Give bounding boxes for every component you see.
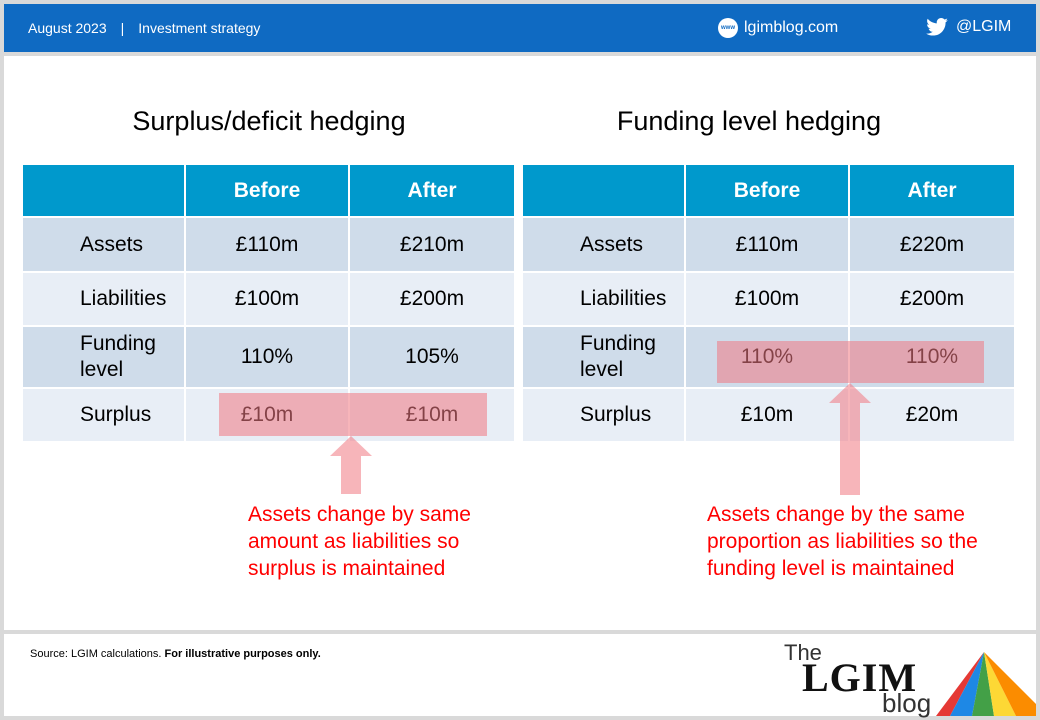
twitter-icon (926, 18, 948, 36)
after-value: £200m (350, 273, 514, 327)
surplus-highlight (219, 393, 487, 436)
funding-level-highlight (717, 341, 984, 383)
right-explanation-note: Assets change by the same proportion as … (707, 503, 978, 580)
logo-blog: blog (882, 688, 932, 718)
after-value: £200m (850, 273, 1014, 327)
after-value: £210m (350, 218, 514, 273)
table-header-cell: After (850, 165, 1014, 218)
table-header-cell: Before (186, 165, 350, 218)
row-label: Surplus (23, 389, 186, 443)
globe-icon: www (718, 18, 738, 38)
header-date: August 2023 (28, 20, 107, 36)
table-row: Assets £110m £220m (523, 218, 1014, 273)
row-label: Liabilities (523, 273, 686, 327)
table-row: Funding level 110% 105% (23, 327, 514, 389)
after-value: £220m (850, 218, 1014, 273)
table-row: Assets £110m £210m (23, 218, 514, 273)
left-up-arrow (330, 436, 372, 494)
table-header-row: Before After (523, 165, 1014, 218)
before-value: £100m (686, 273, 850, 327)
left-section-title: Surplus/deficit hedging (132, 106, 406, 136)
table-header-cell (23, 165, 186, 218)
lgim-blog-logo: The LGIM blog (784, 640, 944, 718)
before-value: £110m (186, 218, 350, 273)
umbrella-logo-icon (936, 652, 1036, 716)
row-label: Assets (23, 218, 186, 273)
table-row: Liabilities £100m £200m (523, 273, 1014, 327)
disclaimer-text: For illustrative purposes only. (164, 648, 321, 660)
row-label: Assets (523, 218, 686, 273)
table-header-cell: After (350, 165, 514, 218)
table-header-cell: Before (686, 165, 850, 218)
right-section-title: Funding level hedging (616, 106, 882, 136)
header-category: Investment strategy (138, 20, 261, 36)
funding-level-hedging-table: Before After Assets £110m £220m Liabilit… (523, 165, 1014, 443)
left-explanation-note: Assets change by same amount as liabilit… (248, 503, 471, 580)
slide-content: Surplus/deficit hedging Funding level he… (4, 56, 1036, 630)
footer: Source: LGIM calculations. For illustrat… (4, 634, 1036, 718)
header-bar: August 2023 | Investment strategy www lg… (4, 4, 1036, 52)
blog-url[interactable]: lgimblog.com (744, 19, 839, 36)
before-value: 110% (186, 327, 350, 389)
twitter-link[interactable]: @LGIM (926, 18, 1011, 36)
row-label: Liabilities (23, 273, 186, 327)
row-label: Funding level (23, 327, 186, 389)
header-meta: August 2023 | Investment strategy (28, 20, 260, 36)
right-up-arrow (829, 383, 871, 495)
after-value: 105% (350, 327, 514, 389)
before-value: £110m (686, 218, 850, 273)
source-text: Source: LGIM calculations. (30, 648, 162, 660)
table-header-cell (523, 165, 686, 218)
table-row: Liabilities £100m £200m (23, 273, 514, 327)
row-label: Surplus (523, 389, 686, 443)
table-header-row: Before After (23, 165, 514, 218)
row-label: Funding level (523, 327, 686, 389)
twitter-handle[interactable]: @LGIM (956, 18, 1012, 35)
logo-the: The (784, 640, 822, 665)
before-value: £100m (186, 273, 350, 327)
source-note: Source: LGIM calculations. For illustrat… (30, 648, 321, 660)
header-separator: | (120, 20, 125, 36)
table-row: Surplus £10m £20m (523, 389, 1014, 443)
before-value: £10m (686, 389, 850, 443)
blog-link[interactable]: www lgimblog.com (718, 18, 838, 38)
logo-lgim: LGIM (802, 655, 918, 700)
after-value: £20m (850, 389, 1014, 443)
